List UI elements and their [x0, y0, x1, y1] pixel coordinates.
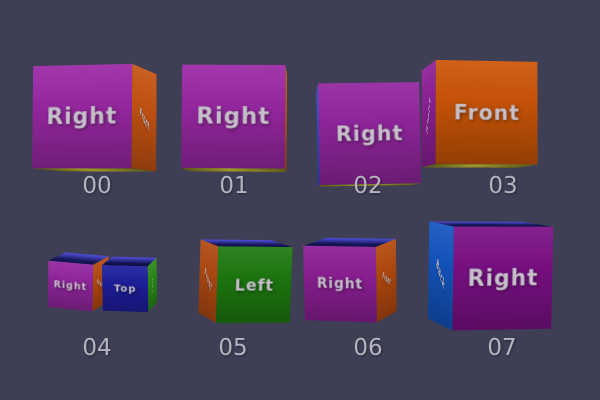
cube-body: Right	[181, 64, 288, 172]
cube-index-label: 02	[353, 173, 383, 199]
cube-body: Right Front	[303, 237, 397, 323]
face-label: Front	[453, 99, 520, 126]
right-face: Right	[32, 63, 133, 169]
face-label: Right	[467, 265, 539, 292]
face-label: Left	[234, 275, 275, 295]
face-label: Right	[335, 120, 404, 147]
cube-05: Left Front	[198, 239, 293, 324]
cube-body: Right Front	[32, 63, 157, 172]
right-face: Right	[47, 260, 94, 312]
front-face: Front	[375, 238, 397, 323]
cube-body: Right Back	[427, 221, 554, 331]
cube-04b: Top Left	[101, 256, 158, 313]
right-face: Right	[181, 64, 286, 169]
left-face: Left	[215, 246, 293, 324]
cube-index-label: 00	[82, 173, 112, 199]
face-label: Left	[151, 276, 154, 293]
bottom-face	[421, 163, 538, 168]
cube-01: Right	[181, 64, 288, 172]
front-face	[284, 64, 288, 172]
face-label: Right	[425, 93, 431, 137]
cube-index-label: 07	[487, 335, 517, 361]
right-face: Right	[318, 82, 422, 185]
cube-body: Right Front	[47, 252, 109, 312]
right-face: Right	[421, 59, 436, 168]
cube-00: Right Front	[32, 63, 157, 172]
cube-index-label: 03	[488, 173, 518, 199]
cube-body: Top Left	[101, 256, 158, 313]
cube-04a: Right Front	[47, 252, 109, 312]
right-face: Right	[303, 245, 377, 323]
cube-index-label: 01	[219, 173, 249, 199]
left-face: Left	[147, 257, 158, 313]
face-label: Right	[46, 103, 118, 130]
face-label: Right	[53, 279, 88, 294]
cube-index-label: 04	[82, 335, 112, 361]
cube-body: Front Right	[421, 59, 538, 168]
cube-07: Right Back	[427, 221, 554, 331]
face-label: Front	[139, 104, 150, 135]
face-label: Front	[382, 271, 392, 289]
face-label: Front	[203, 266, 213, 295]
face-label: Right	[316, 275, 364, 293]
cube-index-label: 06	[353, 335, 383, 361]
face-label: Back	[435, 256, 446, 293]
cube-index-label: 05	[218, 335, 248, 361]
cube-03: Front Right	[421, 59, 538, 168]
right-face: Right	[452, 226, 554, 331]
cube-body: Left Front	[198, 239, 293, 324]
face-label: Right	[196, 103, 271, 130]
cube-body: Right	[316, 82, 422, 187]
bottom-face	[32, 168, 157, 172]
cube-02: Right	[316, 82, 422, 187]
cube-06: Right Front	[303, 237, 397, 323]
top-face: Top	[101, 265, 149, 313]
back-face: Back	[427, 221, 454, 331]
front-face: Front	[435, 59, 538, 165]
front-face: Front	[131, 63, 157, 172]
face-label: Top	[113, 282, 137, 295]
